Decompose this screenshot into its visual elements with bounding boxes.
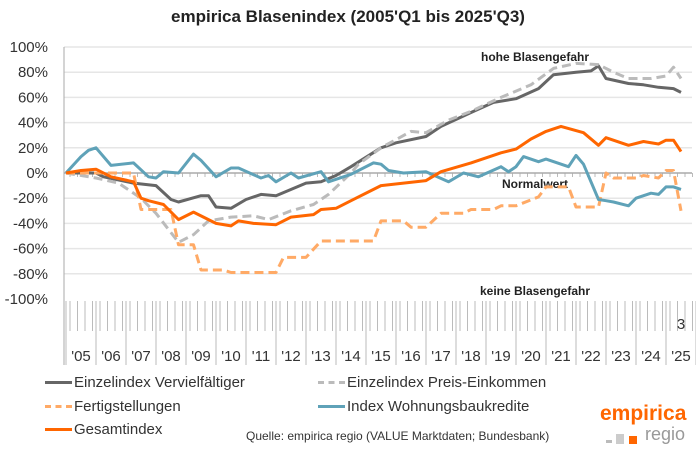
chart-title: empirica Blasenindex (2005'Q1 bis 2025'Q… [171,7,525,26]
x-year-label: '19 [491,348,511,365]
annotation-high: hohe Blasengefahr [481,50,589,64]
y-tick-label: 100% [10,39,48,56]
y-tick-label: -40% [13,215,48,232]
legend-swatch [45,428,72,431]
x-year-label: '17 [431,348,451,365]
x-year-label: '18 [461,348,481,365]
y-tick-label: 0% [26,165,48,182]
x-year-label: '06 [101,348,121,365]
x-year-label: '23 [611,348,631,365]
legend-item-vervielfaeltiger: Einzelindex Vervielfältiger [45,374,245,391]
y-tick-label: -80% [13,266,48,283]
x-year-label: '08 [161,348,181,365]
x-year-label: '15 [371,348,391,365]
y-tick-label: 20% [18,140,48,157]
last-quarter-label: 3 [677,316,685,333]
x-year-label: '13 [311,348,331,365]
x-year-label: '21 [551,348,571,365]
x-year-label: '20 [521,348,541,365]
legend-swatch [45,381,72,384]
y-tick-label: -100% [5,291,48,308]
x-year-label: '07 [131,348,151,365]
legend-label: Index Wohnungsbaukredite [347,398,530,415]
y-tick-label: 80% [18,64,48,81]
annotation-normal: Normalwert [502,177,568,191]
logo-regio: regio [645,424,686,444]
legend-label: Gesamtindex [74,421,163,438]
source-note: Quelle: empirica regio (VALUE Marktdaten… [246,429,550,443]
y-tick-label: 40% [18,115,48,132]
x-year-label: '05 [71,348,91,365]
annotation-none: keine Blasengefahr [480,284,590,298]
y-tick-label: -60% [13,241,48,258]
x-year-label: '09 [191,348,211,365]
legend-swatch [318,405,345,408]
logo-empirica: empirica [600,402,687,425]
x-year-label: '11 [252,348,270,365]
legend-label: Einzelindex Preis-Einkommen [347,374,547,391]
series-line-einzelindex-preis-einkommen [65,61,683,244]
legend-label: Fertigstellungen [74,398,181,415]
y-tick-label: 60% [18,89,48,106]
y-tick-label: -20% [13,190,48,207]
legend-label: Einzelindex Vervielfältiger [74,374,245,391]
x-year-label: '22 [581,348,601,365]
x-year-label: '16 [401,348,421,365]
legend-item-preis-einkommen: Einzelindex Preis-Einkommen [318,374,546,391]
x-year-label: '24 [641,348,661,365]
series-line-index-wohnungsbaukredite [64,146,682,208]
legend-swatch [318,381,345,384]
legend-item-gesamtindex: Gesamtindex [45,421,162,438]
x-year-label: '14 [341,348,361,365]
legend-item-wohnungsbaukredite: Index Wohnungsbaukredite [318,398,529,415]
logo-squares-icon [606,434,637,444]
x-year-label: '12 [281,348,301,365]
x-year-label: '25 [671,348,691,365]
series-line-gesamtindex [65,124,683,228]
series-line-fertigstellungen [66,169,683,274]
legend-swatch [45,405,72,408]
x-year-label: '10 [221,348,241,365]
legend-item-fertigstellungen: Fertigstellungen [45,398,181,415]
